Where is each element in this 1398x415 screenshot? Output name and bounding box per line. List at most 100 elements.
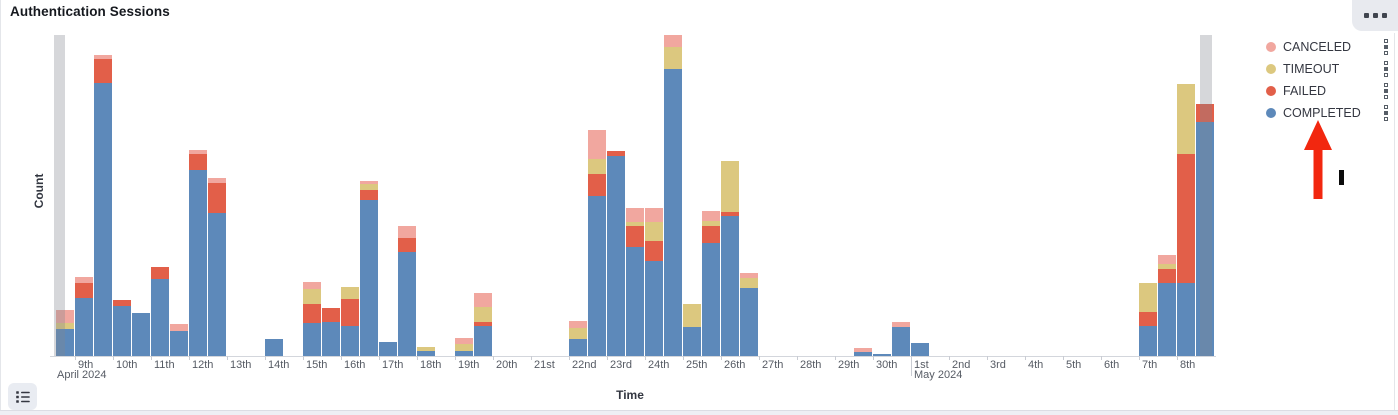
bar-segment-canceled	[56, 310, 74, 323]
bar-may-8-am[interactable]	[1177, 84, 1195, 356]
bar-apr-26-pm[interactable]	[740, 273, 758, 356]
bar-segment-completed	[265, 339, 283, 356]
bar-segment-completed	[664, 69, 682, 356]
annotation-black-caret	[1339, 170, 1344, 185]
bar-apr-25-pm[interactable]	[702, 211, 720, 356]
bar-apr-15-am[interactable]	[303, 282, 321, 356]
bar-apr-11-am[interactable]	[151, 267, 169, 356]
bar-segment-completed	[94, 83, 112, 356]
legend-item-actions-icon[interactable]	[1384, 104, 1388, 122]
bar-segment-timeout	[1177, 84, 1195, 154]
bar-apr-30-pm[interactable]	[892, 322, 910, 356]
bar-apr-15-pm[interactable]	[322, 308, 340, 356]
bar-segment-timeout	[702, 221, 720, 226]
x-axis-tick	[1063, 356, 1064, 360]
bar-segment-completed	[1177, 283, 1195, 356]
bar-apr-12-pm[interactable]	[208, 178, 226, 356]
bar-segment-failed	[398, 238, 416, 252]
bar-segment-failed	[607, 151, 625, 156]
bar-segment-failed	[474, 322, 492, 326]
x-axis-tick	[683, 356, 684, 360]
bar-segment-timeout	[417, 347, 435, 351]
bar-segment-completed	[721, 216, 739, 356]
x-axis-title: Time	[616, 388, 644, 402]
bar-segment-completed	[683, 327, 701, 356]
bar-segment-canceled	[892, 322, 910, 327]
x-axis-tick-label: 21st	[534, 359, 555, 371]
panel-menu-button[interactable]	[1352, 0, 1398, 31]
bar-apr-12-am[interactable]	[189, 150, 207, 356]
bar-apr-9-pm[interactable]	[94, 55, 112, 356]
x-axis-tick	[1139, 356, 1140, 360]
bar-may-7-pm[interactable]	[1158, 255, 1176, 356]
legend-item-label: CANCELED	[1283, 40, 1352, 54]
bar-segment-timeout	[1158, 264, 1176, 269]
bar-segment-canceled	[740, 273, 758, 278]
bar-apr-18-am[interactable]	[417, 347, 435, 356]
bar-apr-22-pm[interactable]	[588, 130, 606, 356]
legend-item-label: COMPLETED	[1283, 106, 1361, 120]
x-axis-tick	[607, 356, 608, 360]
bar-apr-30-am[interactable]	[873, 354, 891, 356]
bar-apr-17-am[interactable]	[379, 342, 397, 356]
bar-segment-timeout	[303, 289, 321, 304]
bar-segment-completed	[645, 261, 663, 356]
legend-item-actions-icon[interactable]	[1384, 60, 1388, 78]
bar-apr-24-pm[interactable]	[664, 35, 682, 356]
bar-apr-14-am[interactable]	[265, 339, 283, 356]
x-axis-tick-label: 25th	[686, 359, 708, 371]
legend-color-dot	[1266, 108, 1276, 118]
bar-apr-23-am[interactable]	[607, 151, 625, 356]
bar-apr-17-pm[interactable]	[398, 226, 416, 356]
legend-item-canceled[interactable]: CANCELED	[1262, 36, 1394, 58]
legend-color-dot	[1266, 42, 1276, 52]
bar-segment-completed	[341, 326, 359, 356]
bar-apr-16-pm[interactable]	[360, 181, 378, 356]
x-axis-tick	[75, 356, 76, 360]
bar-apr-10-pm[interactable]	[132, 313, 150, 356]
bar-apr-23-pm[interactable]	[626, 208, 644, 356]
bar-apr-9-am[interactable]	[75, 277, 93, 356]
x-axis-tick-label: 23rd	[610, 359, 633, 371]
bar-apr-26-am[interactable]	[721, 161, 739, 356]
x-axis-tick	[531, 356, 532, 360]
bar-apr-22-am[interactable]	[569, 321, 587, 356]
bar-segment-failed	[721, 212, 739, 216]
x-axis-tick-label: 14th	[268, 359, 290, 371]
x-axis-tick-label: 3rd	[990, 359, 1006, 371]
panel-left-border	[0, 0, 1, 415]
legend-item-timeout[interactable]: TIMEOUT	[1262, 58, 1394, 80]
x-axis-tick-label: 29th	[838, 359, 860, 371]
x-axis-tick	[189, 356, 190, 360]
bar-segment-completed	[75, 298, 93, 356]
bar-segment-completed	[1158, 283, 1176, 356]
bar-segment-failed	[626, 226, 644, 247]
legend-item-failed[interactable]: FAILED	[1262, 80, 1394, 102]
bar-apr-29-pm[interactable]	[854, 348, 872, 356]
x-axis-month-label-april: April 2024	[57, 369, 107, 381]
legend-item-actions-icon[interactable]	[1384, 82, 1388, 100]
x-axis-tick	[417, 356, 418, 360]
bar-apr-24-am[interactable]	[645, 208, 663, 356]
legend-item-label: FAILED	[1283, 84, 1327, 98]
bar-segment-completed	[911, 343, 929, 356]
bar-apr-10-am[interactable]	[113, 300, 131, 356]
bar-apr-19-pm[interactable]	[474, 293, 492, 356]
bar-segment-canceled	[645, 208, 663, 222]
bar-may-7-am[interactable]	[1139, 283, 1157, 356]
x-axis-tick-label: 13th	[230, 359, 252, 371]
bar-may-8-pm[interactable]	[1196, 104, 1214, 356]
bar-may-1-am[interactable]	[911, 343, 929, 356]
legend-item-completed[interactable]: COMPLETED	[1262, 102, 1394, 124]
x-axis-tick-label: 12th	[192, 359, 214, 371]
legend-toggle-button[interactable]	[8, 383, 37, 410]
bar-apr-25-am[interactable]	[683, 304, 701, 356]
x-axis-tick-label: 6th	[1104, 359, 1120, 371]
legend-item-actions-icon[interactable]	[1384, 38, 1388, 56]
bar-apr-11-pm[interactable]	[170, 324, 188, 356]
bar-apr-16-am[interactable]	[341, 287, 359, 356]
bar-apr-8-pm[interactable]	[56, 310, 74, 356]
bar-segment-completed	[360, 200, 378, 356]
x-axis-tick	[721, 356, 722, 360]
bar-apr-19-am[interactable]	[455, 338, 473, 356]
